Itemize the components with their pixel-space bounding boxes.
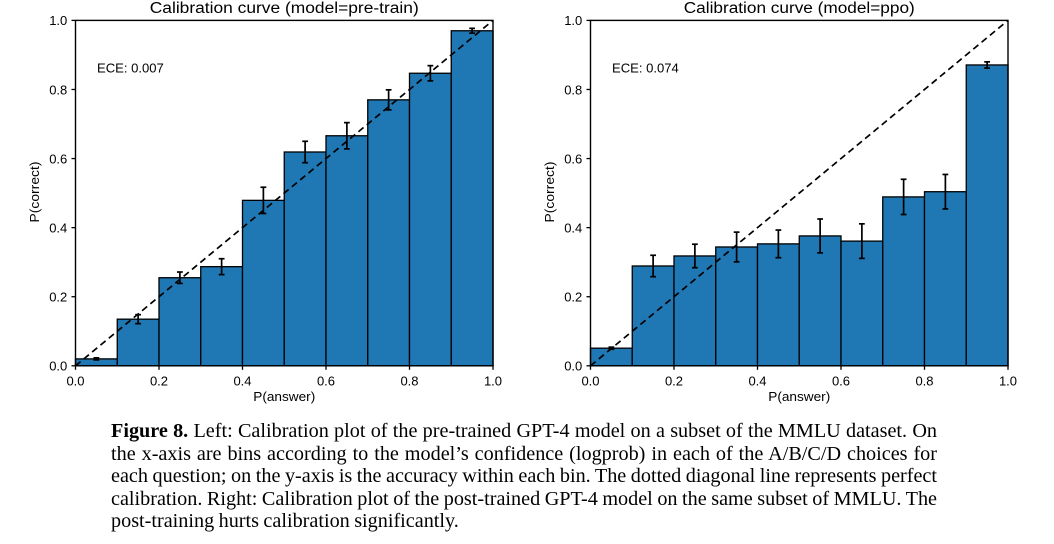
svg-text:0.4: 0.4 bbox=[233, 373, 251, 388]
svg-text:1.0: 1.0 bbox=[49, 13, 67, 28]
svg-text:0.6: 0.6 bbox=[49, 151, 67, 166]
svg-text:0.6: 0.6 bbox=[832, 373, 850, 388]
svg-text:Calibration curve (model=ppo): Calibration curve (model=ppo) bbox=[684, 0, 915, 17]
svg-text:ECE: 0.007: ECE: 0.007 bbox=[97, 60, 164, 75]
svg-text:0.0: 0.0 bbox=[66, 373, 84, 388]
svg-text:0.2: 0.2 bbox=[150, 373, 168, 388]
svg-text:0.0: 0.0 bbox=[49, 359, 67, 374]
svg-text:0.2: 0.2 bbox=[665, 373, 683, 388]
svg-text:P(correct): P(correct) bbox=[27, 162, 42, 223]
svg-text:0.6: 0.6 bbox=[564, 151, 582, 166]
svg-text:0.0: 0.0 bbox=[564, 359, 582, 374]
svg-text:P(correct): P(correct) bbox=[542, 162, 557, 223]
svg-text:0.8: 0.8 bbox=[915, 373, 933, 388]
svg-text:Calibration curve (model=pre-t: Calibration curve (model=pre-train) bbox=[150, 0, 419, 17]
svg-text:P(answer): P(answer) bbox=[768, 389, 830, 404]
svg-text:1.0: 1.0 bbox=[564, 13, 582, 28]
svg-text:0.0: 0.0 bbox=[581, 373, 599, 388]
svg-text:1.0: 1.0 bbox=[484, 373, 502, 388]
svg-text:0.4: 0.4 bbox=[49, 220, 67, 235]
svg-text:0.8: 0.8 bbox=[564, 82, 582, 97]
svg-text:ECE: 0.074: ECE: 0.074 bbox=[612, 60, 679, 75]
svg-text:1.0: 1.0 bbox=[999, 373, 1017, 388]
svg-text:P(answer): P(answer) bbox=[253, 389, 315, 404]
svg-text:0.8: 0.8 bbox=[49, 82, 67, 97]
svg-text:0.2: 0.2 bbox=[49, 290, 67, 305]
svg-text:0.4: 0.4 bbox=[748, 373, 766, 388]
svg-text:0.2: 0.2 bbox=[564, 290, 582, 305]
svg-text:0.4: 0.4 bbox=[564, 220, 582, 235]
svg-text:0.8: 0.8 bbox=[400, 373, 418, 388]
svg-text:0.6: 0.6 bbox=[317, 373, 335, 388]
